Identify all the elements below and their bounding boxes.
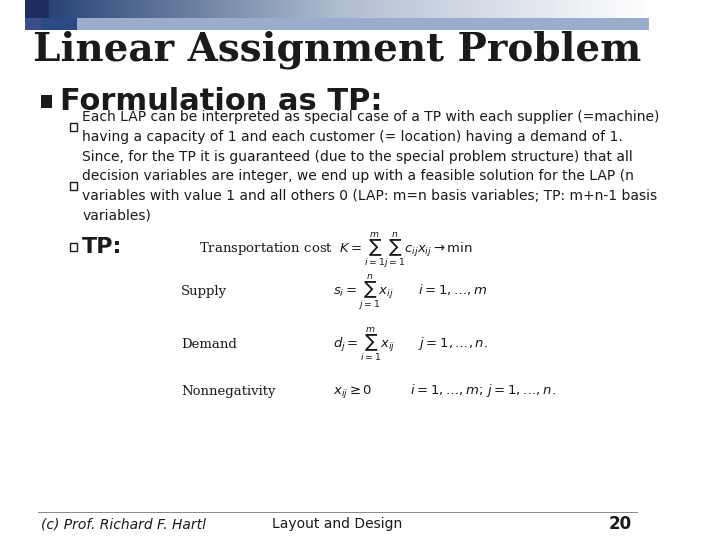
Text: (c) Prof. Richard F. Hartl: (c) Prof. Richard F. Hartl bbox=[41, 517, 206, 531]
Text: Layout and Design: Layout and Design bbox=[272, 517, 402, 531]
Text: 20: 20 bbox=[609, 515, 632, 533]
FancyBboxPatch shape bbox=[41, 95, 52, 108]
Text: $d_j = \sum_{i=1}^{m} x_{ij} \qquad j = 1, \ldots, n.$: $d_j = \sum_{i=1}^{m} x_{ij} \qquad j = … bbox=[333, 326, 488, 364]
Text: Nonnegativity: Nonnegativity bbox=[181, 386, 276, 399]
Text: Since, for the TP it is guaranteed (due to the special problem structure) that a: Since, for the TP it is guaranteed (due … bbox=[82, 150, 657, 222]
Text: $x_{ij} \geq 0 \qquad\quad i = 1, \ldots, m;\, j = 1, \ldots, n.$: $x_{ij} \geq 0 \qquad\quad i = 1, \ldots… bbox=[333, 383, 556, 401]
Text: Supply: Supply bbox=[181, 286, 228, 299]
FancyBboxPatch shape bbox=[25, 0, 50, 18]
Text: Formulation as TP:: Formulation as TP: bbox=[60, 87, 382, 117]
Text: Each LAP can be interpreted as special case of a TP with each supplier (=machine: Each LAP can be interpreted as special c… bbox=[82, 110, 660, 144]
Text: $s_i = \sum_{j=1}^{n} x_{ij} \qquad i = 1, \ldots, m$: $s_i = \sum_{j=1}^{n} x_{ij} \qquad i = … bbox=[333, 272, 487, 312]
FancyBboxPatch shape bbox=[25, 18, 41, 30]
Text: Demand: Demand bbox=[181, 339, 237, 352]
FancyBboxPatch shape bbox=[25, 12, 649, 30]
FancyBboxPatch shape bbox=[25, 0, 77, 30]
Text: TP:: TP: bbox=[82, 237, 122, 257]
Text: Linear Assignment Problem: Linear Assignment Problem bbox=[33, 31, 642, 69]
Text: Transportation cost  $K = \sum_{i=1}^{m}\sum_{j=1}^{n} c_{ij} x_{ij} \rightarrow: Transportation cost $K = \sum_{i=1}^{m}\… bbox=[199, 230, 472, 270]
